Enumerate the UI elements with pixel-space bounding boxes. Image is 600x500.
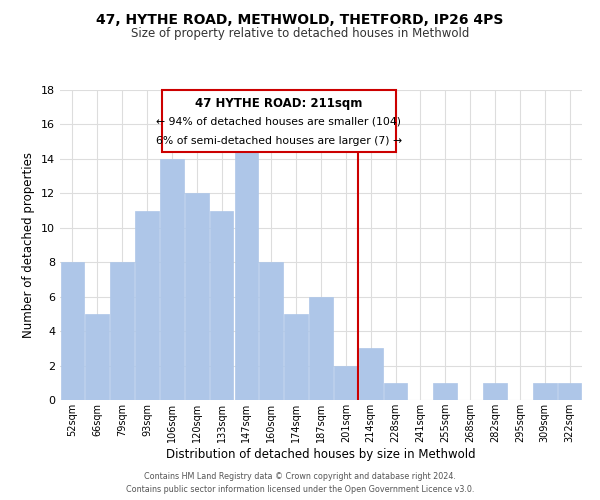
Text: Contains public sector information licensed under the Open Government Licence v3: Contains public sector information licen… [126,485,474,494]
Bar [309,296,333,400]
Bar [558,383,581,400]
Bar [533,383,557,400]
Text: ← 94% of detached houses are smaller (104): ← 94% of detached houses are smaller (10… [156,116,401,126]
Text: 47 HYTHE ROAD: 211sqm: 47 HYTHE ROAD: 211sqm [195,97,362,110]
Bar [185,194,209,400]
Bar [433,383,457,400]
Bar [334,366,358,400]
Bar [235,142,258,400]
Bar [384,383,407,400]
Bar [284,314,308,400]
Bar [110,262,134,400]
Bar [259,262,283,400]
Bar [210,210,233,400]
Text: 47, HYTHE ROAD, METHWOLD, THETFORD, IP26 4PS: 47, HYTHE ROAD, METHWOLD, THETFORD, IP26… [97,12,503,26]
Text: 6% of semi-detached houses are larger (7) →: 6% of semi-detached houses are larger (7… [155,136,402,146]
X-axis label: Distribution of detached houses by size in Methwold: Distribution of detached houses by size … [166,448,476,461]
Bar [160,159,184,400]
FancyBboxPatch shape [162,90,395,152]
Text: Contains HM Land Registry data © Crown copyright and database right 2024.: Contains HM Land Registry data © Crown c… [144,472,456,481]
Bar [85,314,109,400]
Text: Size of property relative to detached houses in Methwold: Size of property relative to detached ho… [131,28,469,40]
Bar [359,348,383,400]
Y-axis label: Number of detached properties: Number of detached properties [22,152,35,338]
Bar [61,262,84,400]
Bar [135,210,159,400]
Bar [483,383,507,400]
